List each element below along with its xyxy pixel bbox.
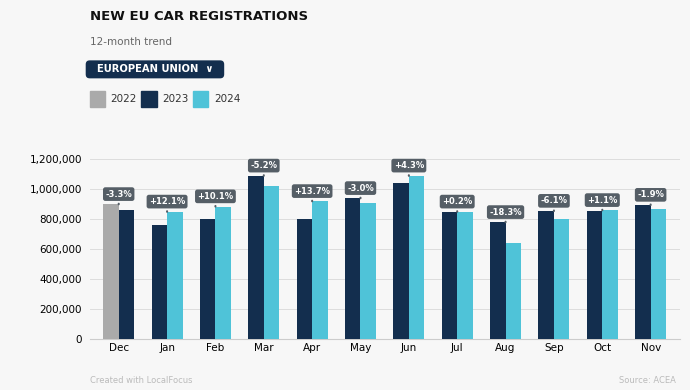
Bar bbox=[635, 205, 651, 339]
Text: Source: ACEA: Source: ACEA bbox=[620, 376, 676, 385]
Text: -3.0%: -3.0% bbox=[347, 184, 374, 198]
Bar bbox=[442, 212, 457, 339]
Text: 2022: 2022 bbox=[110, 94, 137, 104]
Text: +10.1%: +10.1% bbox=[197, 192, 233, 207]
Text: +12.1%: +12.1% bbox=[149, 197, 185, 212]
Text: -3.3%: -3.3% bbox=[106, 190, 132, 204]
Text: 2024: 2024 bbox=[214, 94, 240, 104]
Text: +4.3%: +4.3% bbox=[394, 161, 424, 176]
Bar bbox=[554, 218, 569, 339]
Bar bbox=[393, 183, 409, 339]
Bar bbox=[297, 219, 312, 339]
Bar bbox=[200, 219, 215, 339]
Bar bbox=[345, 198, 360, 339]
Bar bbox=[312, 201, 328, 339]
Bar bbox=[360, 203, 376, 339]
Text: 12-month trend: 12-month trend bbox=[90, 37, 172, 47]
Bar bbox=[264, 186, 279, 339]
Bar bbox=[152, 225, 167, 339]
Bar bbox=[586, 211, 602, 339]
Bar bbox=[506, 243, 521, 339]
Bar bbox=[457, 212, 473, 339]
Text: +0.2%: +0.2% bbox=[442, 197, 473, 212]
Bar bbox=[538, 211, 554, 339]
Text: +13.7%: +13.7% bbox=[294, 186, 330, 201]
Bar bbox=[409, 176, 424, 339]
Text: -18.3%: -18.3% bbox=[489, 207, 522, 222]
Text: 2023: 2023 bbox=[162, 94, 188, 104]
Text: -5.2%: -5.2% bbox=[250, 161, 277, 176]
Text: -1.9%: -1.9% bbox=[637, 190, 664, 205]
Bar bbox=[104, 204, 119, 339]
Bar bbox=[119, 210, 134, 339]
Bar bbox=[248, 176, 264, 339]
Text: -6.1%: -6.1% bbox=[540, 196, 567, 211]
Bar bbox=[215, 207, 231, 339]
Bar bbox=[651, 209, 666, 339]
Bar bbox=[167, 212, 183, 339]
Text: +1.1%: +1.1% bbox=[587, 196, 618, 210]
Bar bbox=[490, 222, 506, 339]
Bar bbox=[602, 210, 618, 339]
Text: NEW EU CAR REGISTRATIONS: NEW EU CAR REGISTRATIONS bbox=[90, 10, 308, 23]
Text: EUROPEAN UNION  ∨: EUROPEAN UNION ∨ bbox=[90, 64, 220, 74]
Text: Created with LocalFocus: Created with LocalFocus bbox=[90, 376, 193, 385]
